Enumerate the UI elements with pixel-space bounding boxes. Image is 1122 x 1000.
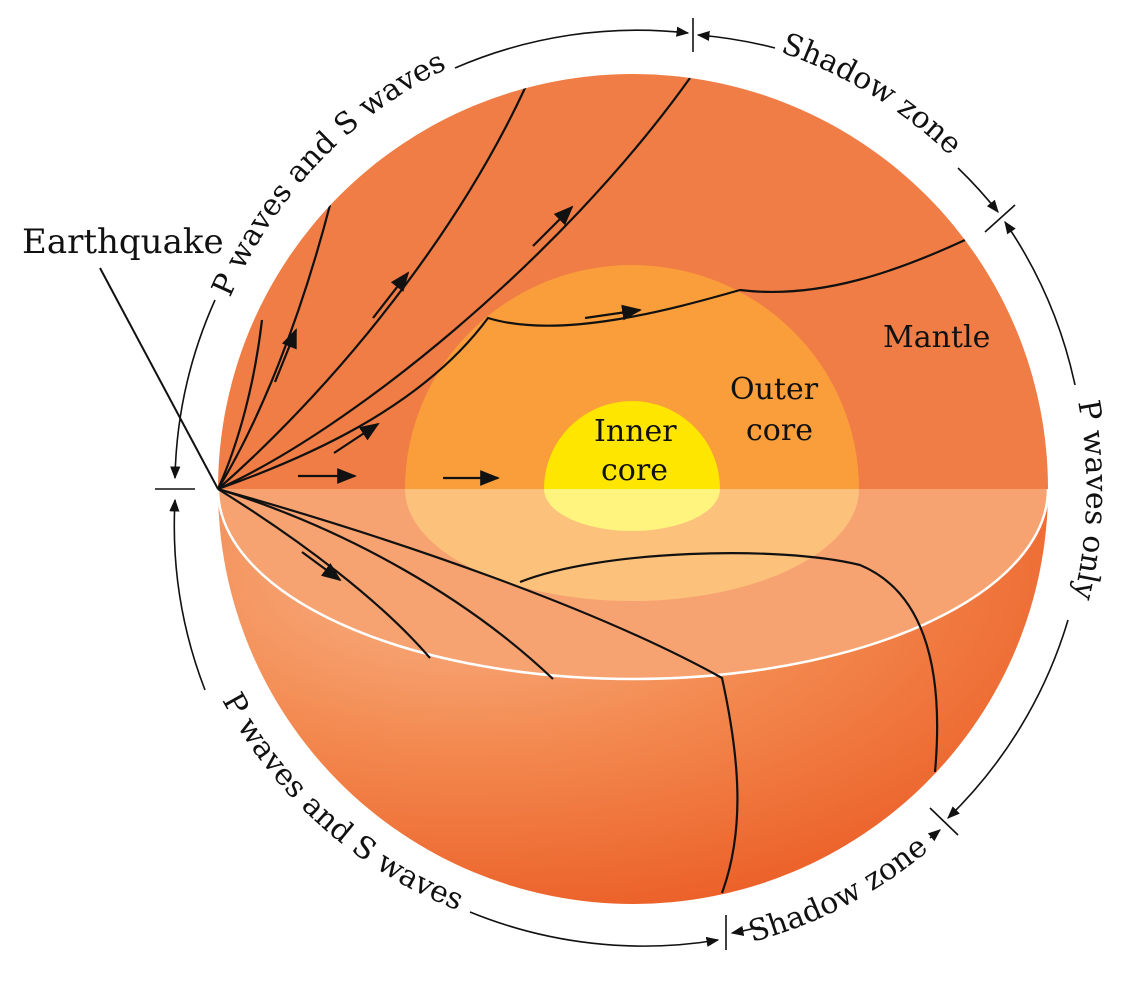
label-mantle: Mantle (883, 320, 990, 355)
arc-lower-left-bottom (469, 911, 720, 947)
arc-lower-left-side (169, 498, 206, 691)
ray-path (218, 204, 332, 490)
zone-ticks (155, 18, 1016, 950)
outer-core (405, 265, 859, 489)
cut-face-inner-core (544, 489, 720, 531)
arc-upper-left (170, 299, 216, 480)
label-inner-core-2: core (601, 453, 668, 488)
arrow (273, 328, 298, 383)
arrow (301, 551, 342, 582)
label-outer-core-1: Outer (730, 372, 819, 407)
ray-path (217, 487, 554, 680)
arc-upper-left-top (454, 26, 690, 69)
zone-arcs (169, 26, 1076, 947)
inner-core (544, 401, 720, 489)
cut-rim (216, 488, 1050, 681)
arc-right-top (1004, 220, 1076, 386)
ray-path (218, 77, 691, 491)
arc-upper-shadow-end (957, 167, 999, 214)
ray-path (218, 239, 966, 491)
ray-path (519, 552, 939, 773)
ray-path (217, 487, 739, 894)
arrow (584, 304, 642, 321)
arc-lower-shadow (927, 829, 941, 842)
arc-upper-shadow-start (696, 30, 776, 49)
ray-path (218, 319, 264, 490)
arrow (333, 422, 380, 454)
label-right-zone: P waves only (1066, 397, 1114, 603)
label-outer-core-2: core (746, 413, 813, 448)
label-inner-core-1: Inner (594, 414, 677, 449)
ray-paths-upper (218, 77, 966, 491)
arrow (532, 205, 574, 247)
earthquake-pointer (99, 267, 219, 490)
tick-upper-right (984, 204, 1016, 233)
arc-lower-shadow-left (730, 925, 761, 936)
label-earthquake: Earthquake (22, 222, 224, 262)
ray-path (218, 85, 527, 490)
arc-right-bottom (947, 619, 1069, 819)
arrow (372, 271, 410, 319)
cut-face-outer-core (405, 489, 859, 601)
wave-direction-arrows (273, 205, 642, 582)
tick-lower-right (929, 807, 959, 836)
